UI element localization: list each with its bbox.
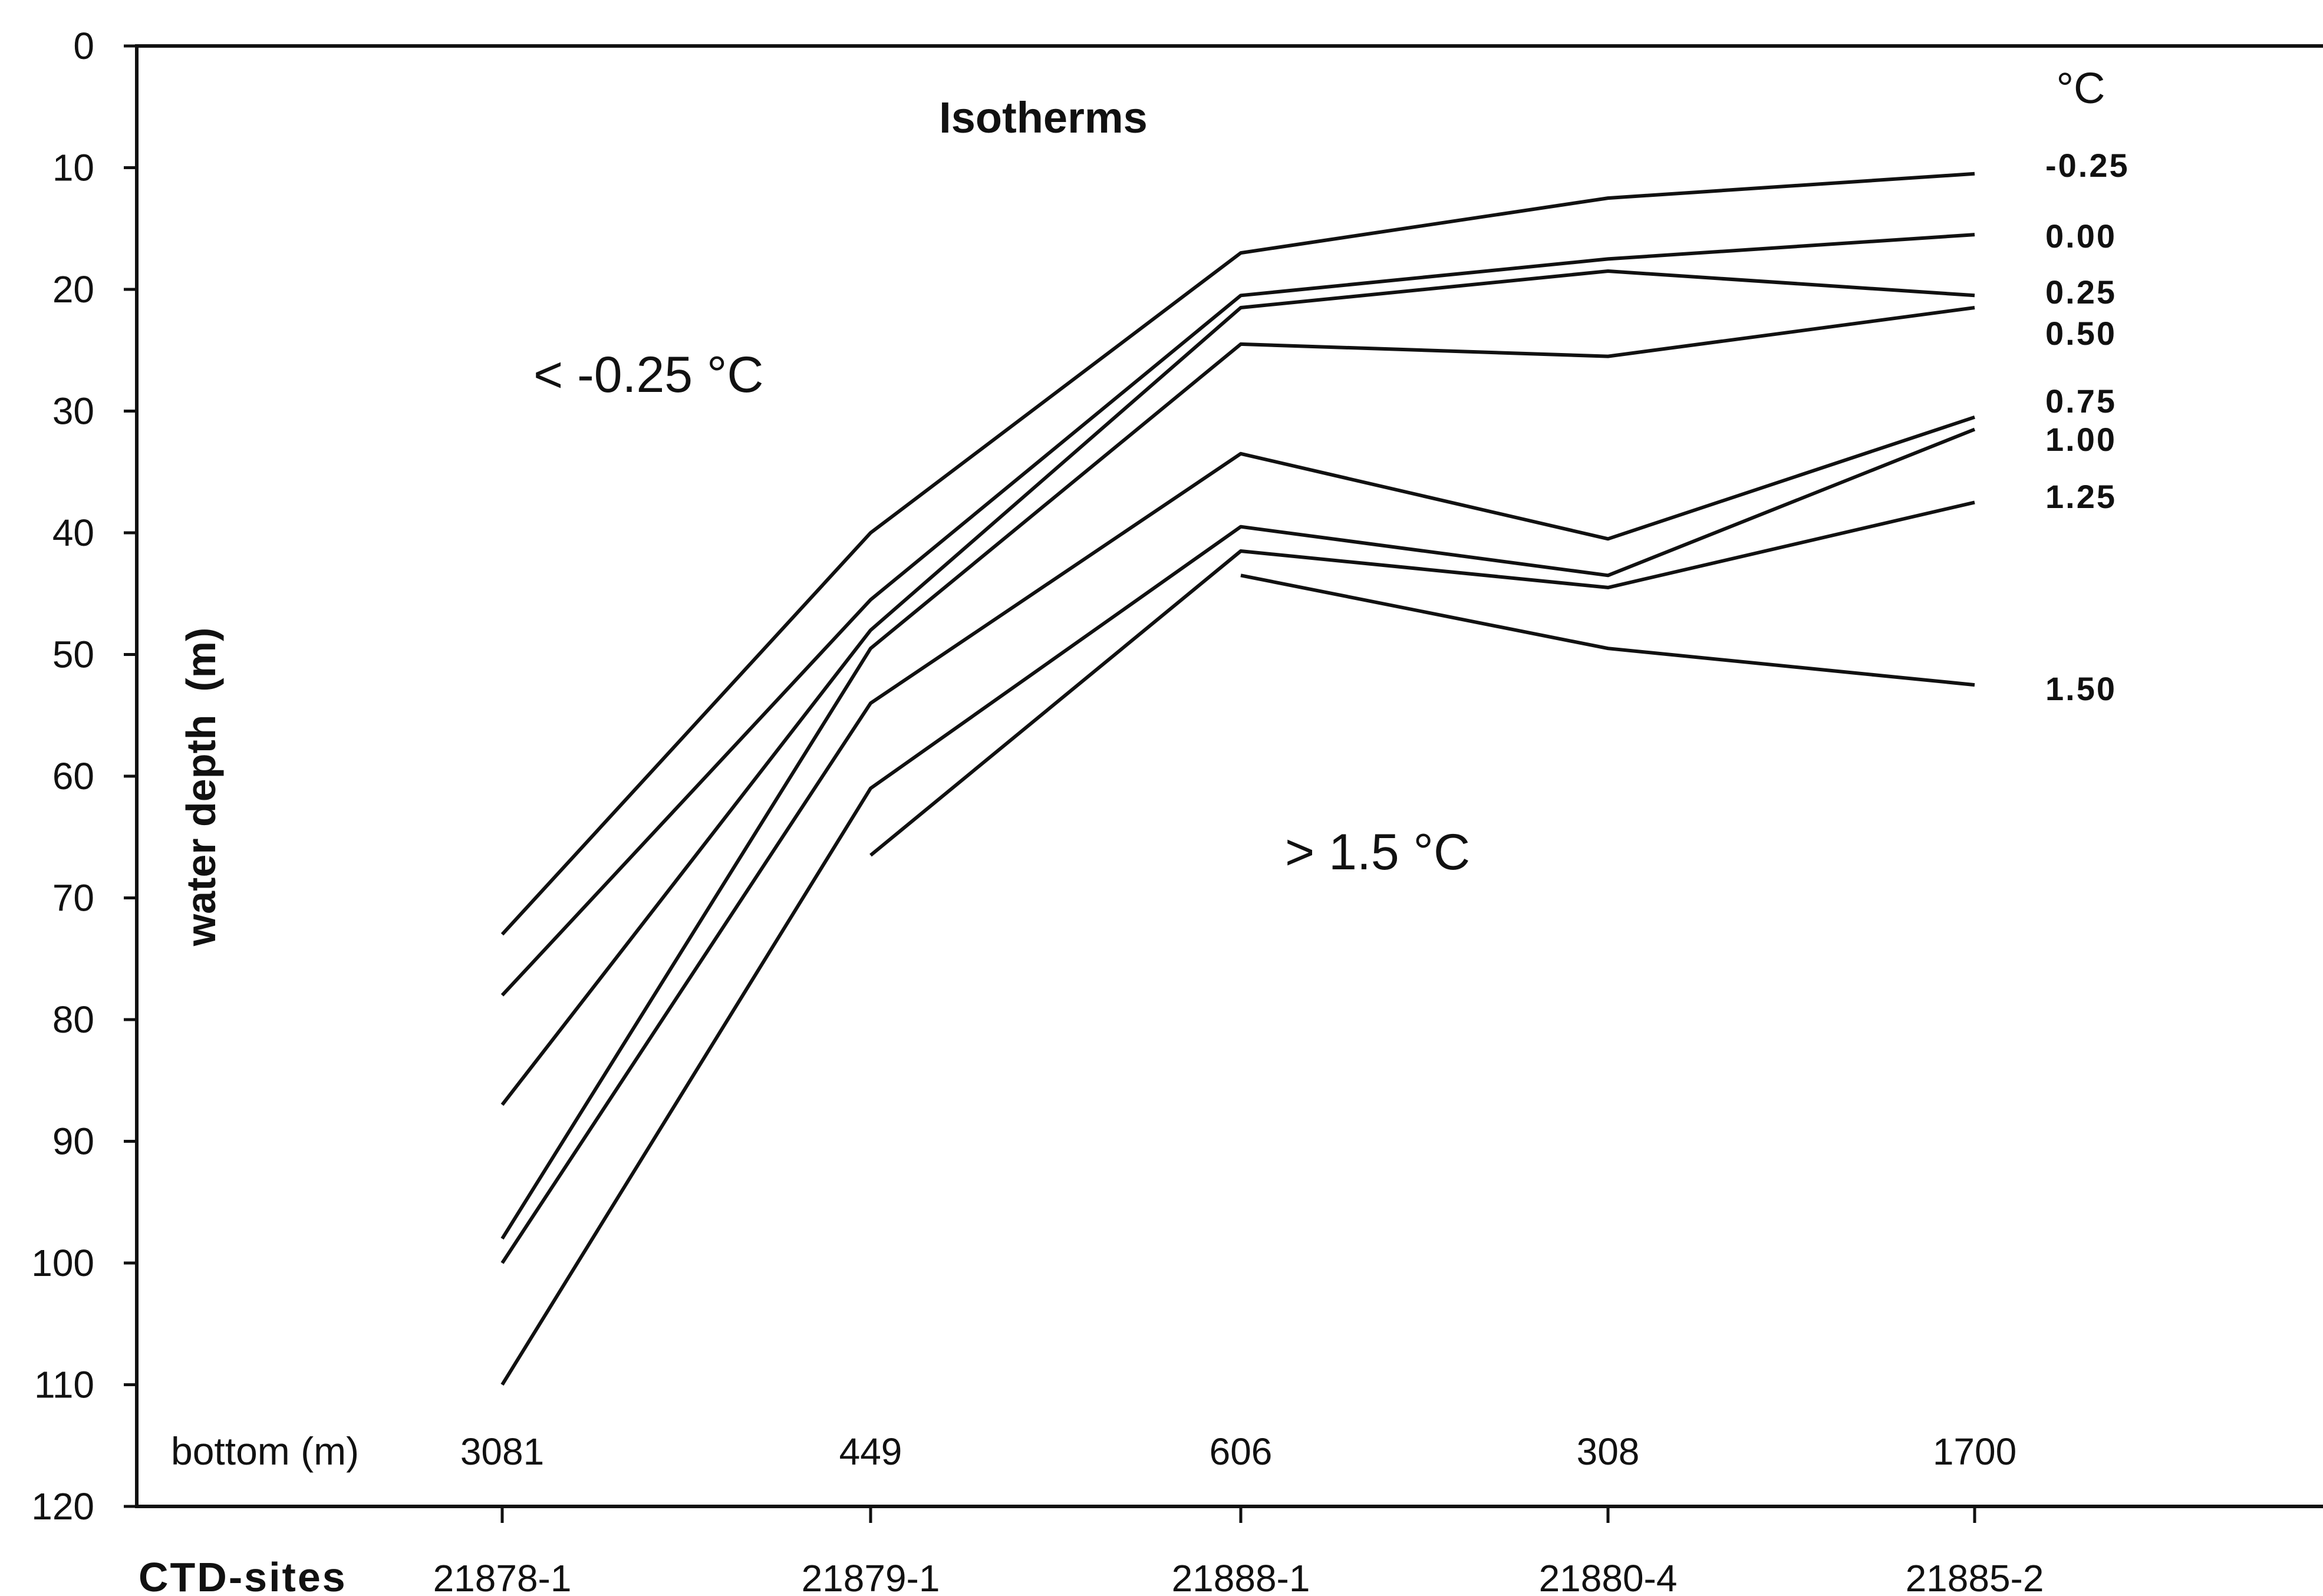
y-tick-label: 120 [31,1485,94,1528]
bottom-depth-value: 449 [839,1430,902,1473]
x-axis-ticks: 21878-1 21879-1 21888-1 21880-4 21885-2 [433,1506,2044,1596]
x-tick-label: 21888-1 [1172,1557,1310,1596]
x-tick-label: 21879-1 [802,1557,940,1596]
x-tick-label: 21880-4 [1539,1557,1678,1596]
bottom-depth-value: 1700 [1933,1430,2016,1473]
isotherm-label: 0.75 [2045,382,2117,420]
y-tick-label: 90 [52,1120,94,1163]
x-axis-label: CTD-sites [139,1554,347,1596]
isotherm-line-0-00 [500,233,1975,997]
isotherm-labels: -0.25 0.00 0.25 0.50 0.751.00 1.25 1.50 [2045,147,2130,707]
isotherm-line-0-25 [500,269,1975,1106]
y-axis-ticks: 0 10 20 30 40 50 60 70 80 90 100 110 120 [31,25,137,1528]
axes [135,44,2323,1508]
bottom-depth-value: 3081 [460,1430,544,1473]
isotherm-label: 0.25 [2045,273,2117,311]
y-tick-label: 30 [52,390,94,433]
chart-title: Isotherms [939,93,1148,142]
bottom-label: bottom (m) [171,1429,359,1473]
x-tick-label: 21885-2 [1906,1557,2044,1596]
isotherm-line-0-50 [500,306,1975,1240]
isotherm-line-1-00 [500,427,1976,1386]
bottom-depth-row: 3081 449 606 308 1700 [460,1430,2016,1473]
y-tick-label: 10 [52,147,94,189]
x-tick-label: 21878-1 [433,1557,572,1596]
bottom-depth-value: 308 [1577,1430,1640,1473]
y-tick-label: 0 [73,25,94,67]
isotherm-line-1-50 [1240,573,1975,687]
annotation-cold: < -0.25 °C [533,347,764,403]
isotherm-label: 1.00 [2045,421,2117,458]
isotherm-line-1-25 [869,500,1975,857]
y-tick-label: 60 [52,755,94,797]
y-axis-label: water depth (m) [178,628,224,947]
isotherm-lines [500,172,1976,1386]
isotherm-label: -0.25 [2045,147,2130,184]
isotherm-label: 1.50 [2045,670,2117,707]
isotherm-label: 0.50 [2045,315,2117,352]
y-tick-label: 40 [52,512,94,554]
isotherm-label: 1.25 [2045,478,2117,515]
isotherm-line-0-75 [500,415,1975,1264]
y-tick-label: 70 [52,877,94,919]
y-tick-label: 100 [31,1242,94,1284]
y-tick-label: 20 [52,268,94,311]
isotherm-line-minus-0-25 [500,172,1975,936]
bottom-depth-value: 606 [1210,1430,1273,1473]
y-tick-label: 50 [52,634,94,676]
y-tick-label: 80 [52,998,94,1041]
isotherm-label: 0.00 [2045,217,2117,255]
annotation-warm: > 1.5 °C [1285,824,1470,881]
y-tick-label: 110 [34,1364,94,1406]
legend-title: °C [2056,64,2105,113]
